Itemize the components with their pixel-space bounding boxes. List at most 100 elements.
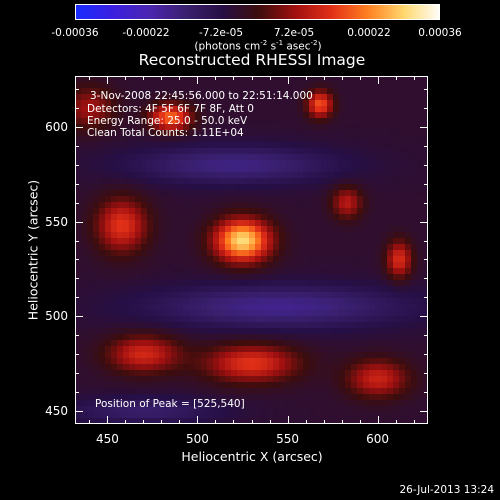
- heatmap-cell: [357, 274, 364, 281]
- heatmap-cell: [189, 178, 196, 185]
- heatmap-cell: [225, 142, 232, 149]
- heatmap-cell: [183, 394, 190, 401]
- heatmap-cell: [357, 136, 364, 143]
- heatmap-cell: [243, 244, 250, 251]
- heatmap-cell: [195, 364, 202, 371]
- heatmap-cell: [273, 304, 280, 311]
- heatmap-cell: [135, 406, 142, 413]
- heatmap-cell: [207, 226, 214, 233]
- heatmap-cell: [231, 142, 238, 149]
- heatmap-cell: [207, 178, 214, 185]
- heatmap-cell: [93, 184, 100, 191]
- heatmap-cell: [375, 328, 382, 335]
- heatmap-cell: [111, 238, 118, 245]
- heatmap-cell: [255, 274, 262, 281]
- heatmap-cell: [117, 232, 124, 239]
- heatmap-cell: [255, 196, 262, 203]
- heatmap-cell: [105, 298, 112, 305]
- heatmap-cell: [159, 250, 166, 257]
- heatmap-cell: [411, 316, 418, 323]
- heatmap-cell: [291, 256, 298, 263]
- heatmap-cell: [273, 214, 280, 221]
- heatmap-cell: [81, 280, 88, 287]
- heatmap-cell: [411, 346, 418, 353]
- heatmap-cell: [279, 364, 286, 371]
- heatmap-cell: [255, 76, 262, 83]
- heatmap-cell: [177, 286, 184, 293]
- heatmap-cell: [243, 142, 250, 149]
- heatmap-cell: [279, 406, 286, 413]
- heatmap-cell: [267, 274, 274, 281]
- heatmap-cell: [291, 124, 298, 131]
- heatmap-cell: [231, 88, 238, 95]
- heatmap-cell: [183, 244, 190, 251]
- heatmap-cell: [147, 370, 154, 377]
- heatmap-cell: [339, 166, 346, 173]
- heatmap-cell: [195, 172, 202, 179]
- heatmap-cell: [195, 220, 202, 227]
- axis-tick: [75, 391, 79, 393]
- heatmap-cell: [339, 376, 346, 383]
- heatmap-cell: [111, 304, 118, 311]
- heatmap-cell: [147, 154, 154, 161]
- heatmap-cell: [333, 112, 340, 119]
- heatmap-cell: [399, 244, 406, 251]
- heatmap-cell: [381, 76, 388, 83]
- heatmap-cell: [213, 226, 220, 233]
- heatmap-cell: [243, 286, 250, 293]
- heatmap-cell: [189, 412, 196, 419]
- heatmap-cell: [327, 136, 334, 143]
- heatmap-cell: [255, 118, 262, 125]
- heatmap-cell: [237, 268, 244, 275]
- heatmap-cell: [399, 190, 406, 197]
- heatmap-cell: [363, 376, 370, 383]
- heatmap-cell: [165, 124, 172, 131]
- heatmap-cell: [237, 208, 244, 215]
- heatmap-cell: [135, 382, 142, 389]
- heatmap-cell: [387, 142, 394, 149]
- heatmap-cell: [345, 256, 352, 263]
- heatmap-cell: [321, 376, 328, 383]
- heatmap-cell: [249, 148, 256, 155]
- heatmap-cell: [195, 400, 202, 407]
- heatmap-cell: [393, 298, 400, 305]
- axis-tick: [269, 420, 271, 424]
- heatmap-cell: [315, 298, 322, 305]
- heatmap-cell: [309, 244, 316, 251]
- heatmap-cell: [105, 376, 112, 383]
- heatmap-cell: [405, 112, 412, 119]
- heatmap-cell: [165, 172, 172, 179]
- heatmap-cell: [75, 280, 82, 287]
- heatmap-cell: [147, 220, 154, 227]
- heatmap-cell: [291, 238, 298, 245]
- heatmap-cell: [87, 382, 94, 389]
- heatmap-cell: [153, 310, 160, 317]
- heatmap-cell: [177, 334, 184, 341]
- heatmap-cell: [363, 178, 370, 185]
- heatmap-cell: [285, 358, 292, 365]
- heatmap-cell: [393, 328, 400, 335]
- heatmap-cell: [165, 136, 172, 143]
- heatmap-cell: [75, 412, 82, 419]
- colorbar-units-label: (photons cm-2 s-1 asec-2): [194, 39, 322, 53]
- heatmap-cell: [405, 76, 412, 83]
- heatmap-cell: [75, 400, 82, 407]
- heatmap-cell: [237, 154, 244, 161]
- heatmap-cell: [303, 166, 310, 173]
- heatmap-cell: [423, 250, 428, 257]
- heatmap-cell: [387, 256, 394, 263]
- heatmap-cell: [411, 286, 418, 293]
- heatmap-cell: [357, 316, 364, 323]
- heatmap-cell: [201, 160, 208, 167]
- heatmap-cell: [423, 382, 428, 389]
- heatmap-cell: [195, 304, 202, 311]
- heatmap-cell: [321, 190, 328, 197]
- heatmap-cell: [423, 82, 428, 89]
- heatmap-cell: [237, 340, 244, 347]
- heatmap-cell: [243, 292, 250, 299]
- heatmap-cell: [357, 364, 364, 371]
- heatmap-cell: [159, 172, 166, 179]
- heatmap-cell: [363, 382, 370, 389]
- heatmap-cell: [297, 352, 304, 359]
- heatmap-cell: [129, 250, 136, 257]
